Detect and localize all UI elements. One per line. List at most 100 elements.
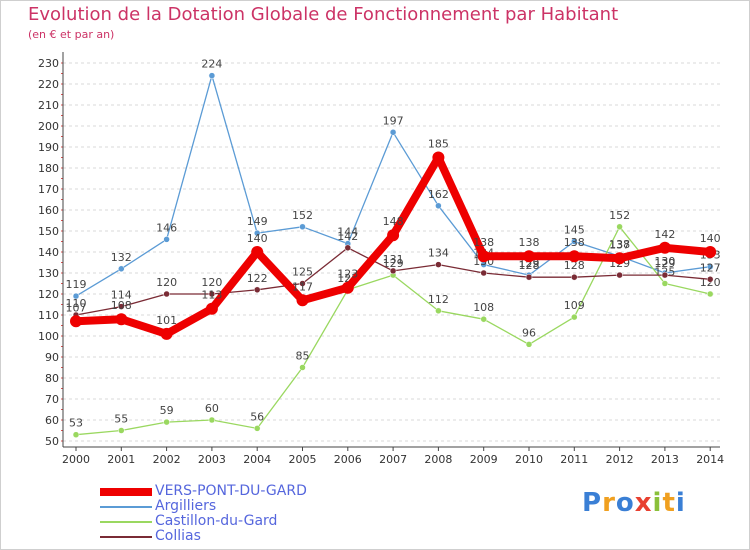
data-point [160, 327, 173, 340]
data-label: 142 [337, 230, 358, 243]
data-label: 146 [156, 221, 177, 234]
legend-swatch-vers-pont-du-gard [100, 488, 152, 496]
data-point [480, 269, 487, 277]
data-point [613, 252, 626, 265]
data-point [525, 341, 533, 348]
data-label: 140 [247, 232, 268, 245]
data-label: 120 [156, 276, 177, 289]
x-tick-label: 2002 [153, 453, 181, 466]
data-label: 129 [519, 257, 540, 270]
data-point [389, 129, 397, 136]
data-point [299, 364, 306, 371]
data-point [72, 292, 80, 300]
data-label: 197 [383, 114, 404, 127]
x-tick-label: 2001 [107, 453, 135, 466]
data-point [435, 261, 442, 268]
data-point [253, 229, 261, 237]
logo-letter: t [662, 488, 676, 518]
data-point [299, 280, 306, 287]
data-label: 112 [428, 293, 449, 306]
data-point [432, 151, 445, 164]
legend-label-vers-pont-du-gard: VERS-PONT-DU-GARD [155, 483, 307, 499]
data-point [706, 290, 714, 298]
data-label: 138 [473, 236, 494, 249]
data-label: 123 [337, 268, 358, 281]
data-label: 131 [383, 253, 404, 266]
data-point [616, 271, 623, 279]
y-tick-label: 200 [38, 120, 59, 133]
data-label: 129 [383, 257, 404, 270]
y-tick-label: 50 [45, 435, 59, 448]
data-point [341, 281, 354, 294]
y-tick-label: 170 [38, 183, 59, 196]
data-point [208, 416, 216, 424]
data-label: 107 [66, 301, 87, 314]
data-point [571, 238, 578, 245]
y-tick-label: 160 [38, 204, 59, 217]
data-label: 53 [69, 417, 83, 430]
data-label: 132 [111, 251, 132, 264]
proxiti-logo: Proxiti [582, 488, 686, 518]
x-tick-label: 2003 [198, 453, 226, 466]
x-tick-label: 2011 [560, 453, 588, 466]
data-label: 162 [428, 188, 449, 201]
data-point [435, 307, 442, 315]
data-label: 117 [292, 280, 313, 293]
data-point [251, 246, 264, 258]
y-tick-label: 130 [38, 267, 59, 280]
x-tick-label: 2006 [334, 453, 362, 466]
data-label: 145 [564, 224, 585, 237]
data-label: 96 [522, 326, 536, 339]
y-tick-label: 80 [45, 372, 59, 385]
data-label: 152 [609, 209, 630, 222]
data-point [571, 313, 578, 321]
x-tick-label: 2000 [62, 453, 90, 466]
logo-letter: i [675, 488, 686, 518]
data-label: 122 [247, 272, 268, 285]
data-label: 108 [111, 299, 132, 312]
y-tick-label: 210 [38, 99, 59, 112]
data-point [571, 273, 578, 281]
data-label: 138 [519, 236, 540, 249]
y-tick-label: 100 [38, 330, 59, 343]
data-label: 119 [66, 278, 87, 291]
data-label: 137 [609, 238, 630, 251]
x-tick-label: 2014 [696, 453, 724, 466]
data-point [661, 280, 669, 287]
y-tick-label: 90 [45, 351, 59, 364]
data-point [477, 250, 490, 263]
y-tick-label: 120 [38, 288, 59, 301]
data-label: 120 [201, 276, 222, 289]
data-label: 185 [428, 138, 449, 151]
data-label: 108 [473, 301, 494, 314]
data-label: 140 [700, 232, 721, 245]
data-point [118, 265, 125, 273]
data-point [344, 244, 352, 252]
data-label: 127 [700, 261, 721, 274]
data-label: 101 [156, 314, 177, 327]
data-label: 114 [111, 289, 132, 302]
data-point [706, 263, 714, 270]
data-label: 142 [654, 228, 675, 241]
data-label: 130 [654, 255, 675, 268]
logo-letter: i [652, 488, 663, 518]
y-tick-label: 150 [38, 225, 59, 238]
data-point [253, 425, 261, 432]
data-point [118, 427, 125, 434]
x-tick-label: 2013 [651, 453, 679, 466]
y-tick-label: 60 [45, 414, 59, 427]
data-point [568, 250, 581, 263]
data-point [299, 223, 306, 231]
x-tick-label: 2004 [243, 453, 271, 466]
logo-letter: r [602, 488, 616, 518]
x-tick-label: 2012 [606, 453, 634, 466]
data-point [208, 290, 216, 298]
data-label: 56 [250, 410, 264, 423]
data-point [658, 241, 671, 254]
data-point [435, 202, 442, 210]
data-label: 129 [654, 257, 675, 270]
data-label: 148 [383, 215, 404, 228]
data-point [118, 303, 125, 310]
legend-label-castillon-du-gard: Castillon-du-Gard [155, 513, 278, 529]
x-tick-label: 2007 [379, 453, 407, 466]
